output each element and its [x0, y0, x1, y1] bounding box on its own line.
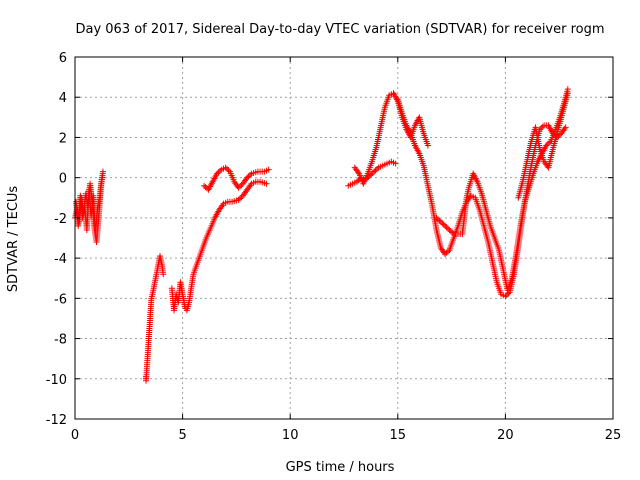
- data-point: [439, 220, 446, 227]
- plot-frame: [74, 56, 614, 420]
- data-point: [235, 184, 242, 191]
- data-point: [372, 167, 379, 174]
- data-point: [424, 142, 431, 149]
- data-point: [539, 123, 546, 130]
- data-point: [353, 178, 360, 185]
- data-point: [215, 169, 222, 176]
- data-point: [238, 182, 245, 189]
- data-point: [99, 168, 106, 175]
- x-tick-label: 10: [282, 428, 299, 443]
- data-point: [434, 216, 441, 223]
- data-point: [244, 174, 251, 181]
- data-point: [236, 195, 243, 202]
- y-tick-label: -10: [46, 373, 67, 388]
- chart-title: Day 063 of 2017, Sidereal Day-to-day VTE…: [75, 22, 604, 37]
- data-point: [436, 217, 443, 224]
- y-tick-label: 4: [59, 91, 67, 106]
- data-point: [447, 228, 454, 235]
- data-point: [373, 165, 380, 172]
- data-point: [443, 224, 450, 231]
- data-point: [556, 131, 563, 138]
- data-point: [437, 218, 444, 225]
- y-tick-label: 0: [59, 172, 67, 187]
- y-tick-label: -12: [46, 413, 67, 428]
- data-point: [98, 174, 105, 181]
- data-point: [503, 291, 510, 298]
- data-point: [224, 165, 231, 172]
- data-point: [442, 251, 449, 258]
- data-point: [201, 182, 208, 189]
- data-point: [445, 225, 452, 232]
- data-point: [544, 141, 551, 148]
- y-tick-label: -4: [54, 252, 67, 267]
- y-axis-label: SDTVAR / TECUs: [6, 186, 21, 293]
- data-point: [160, 271, 167, 278]
- data-point: [546, 139, 553, 146]
- data-point: [433, 214, 440, 221]
- y-tick-label: 6: [59, 51, 67, 66]
- data-point: [225, 167, 232, 174]
- data-points: [72, 86, 571, 384]
- data-point: [449, 229, 456, 236]
- data-point: [236, 183, 243, 190]
- data-point: [263, 180, 270, 187]
- data-point: [562, 124, 569, 131]
- data-point: [443, 249, 450, 256]
- data-point: [202, 184, 209, 191]
- axis-ticks: 0 5 10 15 20 25 -12 -10 -8 -6 -4 -2 0 2 4 6: [46, 51, 622, 443]
- grid-lines: [75, 57, 613, 419]
- data-point: [368, 171, 375, 178]
- y-tick-label: -8: [54, 333, 67, 348]
- y-tick-label: -2: [54, 212, 67, 227]
- data-point: [238, 194, 245, 201]
- x-axis-label: GPS time / hours: [286, 460, 395, 475]
- data-point: [564, 90, 571, 97]
- data-point: [214, 170, 221, 177]
- data-point: [543, 142, 550, 149]
- data-point: [369, 169, 376, 176]
- x-tick-label: 20: [497, 428, 514, 443]
- data-point: [222, 164, 229, 171]
- data-point: [245, 173, 252, 180]
- y-tick-label: 2: [59, 131, 67, 146]
- data-point: [392, 160, 399, 167]
- data-point: [538, 125, 545, 132]
- y-tick-label: -6: [54, 292, 67, 307]
- data-point: [247, 171, 254, 178]
- data-point: [235, 196, 242, 203]
- data-point: [446, 226, 453, 233]
- x-tick-label: 25: [605, 428, 622, 443]
- x-tick-label: 5: [178, 428, 186, 443]
- x-tick-label: 15: [390, 428, 407, 443]
- data-point: [505, 290, 512, 297]
- data-point: [371, 168, 378, 175]
- data-point: [502, 293, 509, 300]
- x-tick-label: 0: [71, 428, 79, 443]
- data-point: [440, 221, 447, 228]
- data-point: [216, 167, 223, 174]
- data-point: [442, 222, 449, 229]
- data-point: [265, 166, 272, 173]
- data-point: [445, 248, 452, 255]
